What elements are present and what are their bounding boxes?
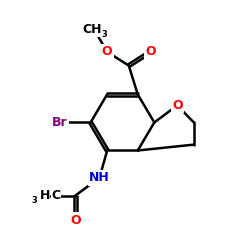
Text: Br: Br	[52, 116, 68, 129]
Text: NH: NH	[89, 171, 110, 184]
Text: O: O	[145, 45, 156, 58]
Text: C: C	[52, 189, 61, 202]
Text: O: O	[70, 214, 80, 226]
Text: O: O	[172, 99, 182, 112]
Text: 3: 3	[101, 30, 107, 39]
Text: H: H	[40, 189, 50, 202]
Text: O: O	[102, 45, 113, 58]
Text: CH: CH	[82, 24, 102, 36]
Text: 3: 3	[32, 196, 38, 205]
